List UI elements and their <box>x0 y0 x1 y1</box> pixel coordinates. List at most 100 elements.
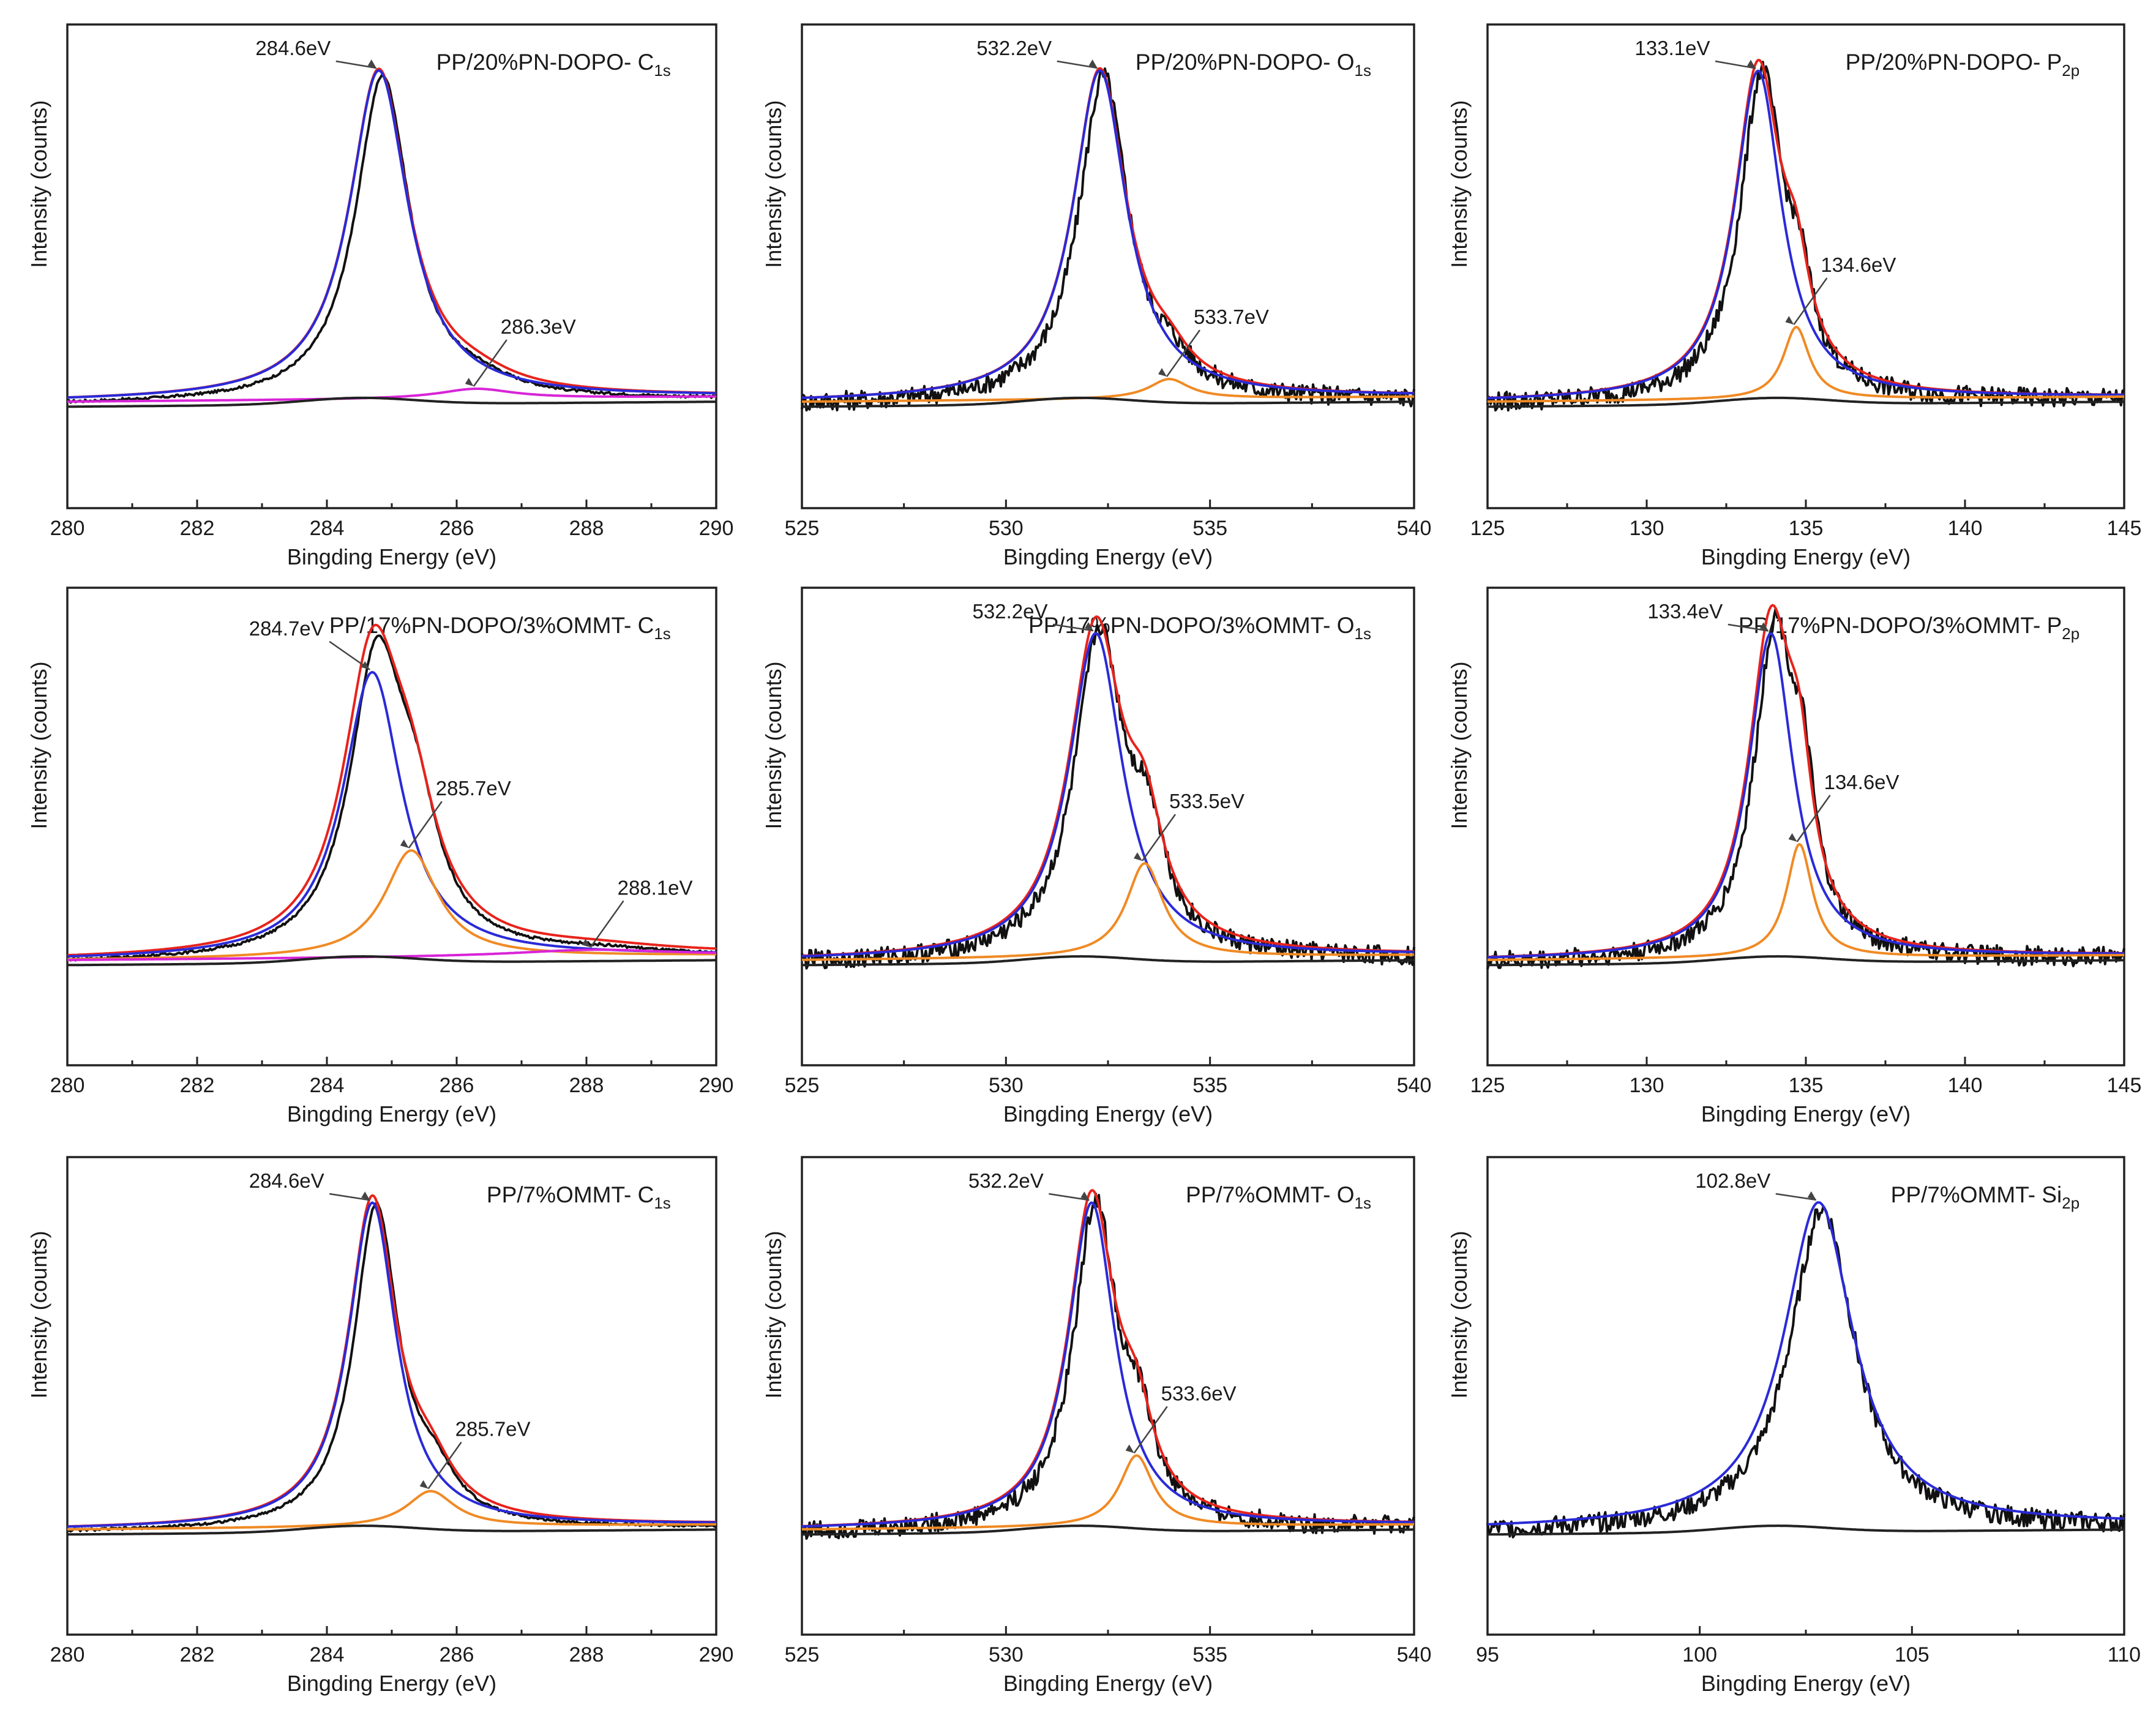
fit-component-line <box>801 632 1414 958</box>
peak-label: 284.6eV <box>255 37 331 59</box>
peak-arrow <box>1715 60 1756 69</box>
peak-arrow <box>473 339 507 387</box>
peak-arrow <box>1052 623 1094 632</box>
panel-title: PP/7%OMMT- Si2p <box>1891 1182 2080 1212</box>
background-line <box>801 396 1414 408</box>
x-tick-label: 284 <box>310 517 345 540</box>
peak-label: 288.1eV <box>618 876 693 899</box>
x-tick-label: 288 <box>569 1074 604 1097</box>
peak-label: 532.2eV <box>968 1169 1044 1192</box>
y-axis-label: Intensity (counts) <box>761 100 786 268</box>
peak-label: 533.5eV <box>1169 790 1245 812</box>
y-axis-label: Intensity (counts) <box>1447 100 1472 268</box>
x-tick-label: 284 <box>310 1074 345 1097</box>
x-tick-label: 540 <box>1397 1074 1432 1097</box>
peak-arrow <box>1141 814 1177 861</box>
panel-6: 125 130 135 140 145 Bingding Energy (eV) Inten… <box>1447 587 2142 1126</box>
background-line <box>67 1524 716 1536</box>
y-axis-label: Intensity (counts) <box>26 100 51 268</box>
fit-component-line <box>67 1490 717 1531</box>
x-tick-label: 286 <box>440 1643 474 1666</box>
x-tick-label: 280 <box>50 517 85 540</box>
x-tick-label: 540 <box>1397 517 1432 540</box>
x-tick-label: 282 <box>180 517 215 540</box>
x-axis-label: Bingding Energy (eV) <box>1701 1671 1911 1696</box>
x-tick-label: 280 <box>50 1074 85 1097</box>
y-axis-label: Intensity (counts) <box>26 661 51 829</box>
peak-label: 285.7eV <box>455 1418 531 1441</box>
peak-arrow <box>1166 329 1201 377</box>
panel-5: 525 530 535 540 Bingding Energy (eV) Intensit… <box>761 587 1432 1126</box>
peak-arrow <box>1727 623 1769 632</box>
panel-title: PP/17%PN-DOPO/3%OMMT- O1s <box>1028 613 1371 643</box>
x-tick-label: 140 <box>1948 1074 1983 1097</box>
panel-title: PP/20%PN-DOPO- C1s <box>436 50 671 80</box>
x-tick-label: 135 <box>1789 1074 1824 1097</box>
panel-3: 125 130 135 140 145 Bingding Energy (eV) Inten… <box>1447 23 2142 569</box>
x-tick-label: 140 <box>1948 517 1983 540</box>
peak-label: 134.6eV <box>1821 253 1896 276</box>
fit-envelope-line <box>801 1189 1414 1527</box>
x-tick-label: 145 <box>2107 1074 2142 1097</box>
raw-spectrum-line <box>67 634 717 962</box>
y-axis-label: Intensity (counts) <box>26 1231 51 1398</box>
x-tick-label: 286 <box>440 1074 474 1097</box>
x-tick-label: 125 <box>1470 1074 1505 1097</box>
peak-arrow <box>1049 1193 1090 1201</box>
raw-spectrum-line <box>801 67 1415 412</box>
peak-arrow <box>1775 1193 1816 1201</box>
background-line <box>67 955 716 967</box>
panel-title: PP/7%OMMT- O1s <box>1186 1182 1371 1212</box>
peak-label: 285.7eV <box>436 777 511 800</box>
x-tick-label: 282 <box>180 1074 215 1097</box>
x-tick-label: 525 <box>785 1643 820 1666</box>
raw-spectrum-line <box>1486 607 2125 970</box>
arrow-head <box>1788 833 1797 842</box>
peak-arrow <box>408 801 443 849</box>
x-axis-label: Bingding Energy (eV) <box>1003 1671 1213 1696</box>
background-line <box>801 955 1414 967</box>
x-tick-label: 284 <box>310 1643 345 1666</box>
x-tick-label: 290 <box>699 1643 734 1666</box>
x-axis-label: Bingding Energy (eV) <box>287 1101 496 1126</box>
x-tick-label: 280 <box>50 1643 85 1666</box>
arrow-head <box>1088 59 1098 69</box>
arrow-head <box>1807 1191 1816 1200</box>
x-tick-label: 100 <box>1682 1643 1717 1666</box>
background-line <box>67 396 716 408</box>
x-tick-label: 145 <box>2107 517 2142 540</box>
fit-component-line <box>67 670 717 958</box>
panel-9: 95 100 105 110 Bingding Energy (eV) Intensity… <box>1447 1156 2141 1696</box>
x-tick-label: 282 <box>180 1643 215 1666</box>
raw-spectrum-line <box>1486 61 2125 412</box>
peak-label: 286.3eV <box>501 315 576 338</box>
background-line <box>801 1524 1414 1536</box>
arrow-head <box>1747 59 1756 69</box>
fit-envelope-line <box>67 623 717 957</box>
fit-component-line <box>1487 632 2125 959</box>
x-axis-label: Bingding Energy (eV) <box>1701 1101 1911 1126</box>
x-tick-label: 530 <box>989 1074 1024 1097</box>
x-tick-label: 540 <box>1397 1643 1432 1666</box>
x-tick-label: 530 <box>989 517 1024 540</box>
x-axis-label: Bingding Energy (eV) <box>1003 1101 1213 1126</box>
fit-component-line <box>67 388 716 403</box>
fit-component-line <box>1487 1201 2125 1526</box>
y-axis-label: Intensity (counts) <box>761 661 786 829</box>
panel-7: 280 282 284 286 288 290 Bingding Energy (eV) In… <box>26 1156 734 1696</box>
panel-title: PP/7%OMMT- C1s <box>487 1182 671 1212</box>
fit-component-line <box>801 69 1414 399</box>
peak-arrow <box>1133 1406 1168 1454</box>
x-tick-label: 535 <box>1192 1074 1227 1097</box>
fit-component-line <box>801 1201 1414 1528</box>
x-tick-label: 95 <box>1476 1643 1499 1666</box>
x-tick-label: 130 <box>1630 1074 1664 1097</box>
peak-label: 134.6eV <box>1824 771 1900 793</box>
plot-frame <box>66 1156 717 1636</box>
fit-component-line <box>1488 69 2124 400</box>
arrow-head <box>465 378 474 387</box>
raw-spectrum-line <box>1486 1205 2125 1539</box>
peak-label: 102.8eV <box>1695 1169 1770 1192</box>
plot-frame <box>801 23 1415 509</box>
